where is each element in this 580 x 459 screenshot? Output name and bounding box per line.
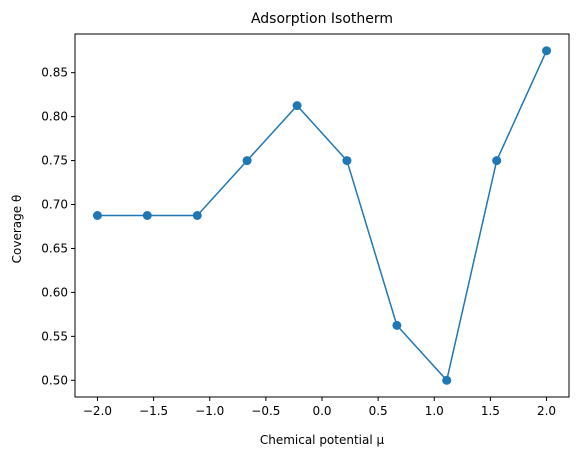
data-point <box>142 211 152 220</box>
y-tick-label: 0.80 <box>41 110 68 124</box>
data-point <box>192 211 202 220</box>
x-tick-label: −0.5 <box>251 404 280 418</box>
y-axis-title: Coverage θ <box>10 195 24 264</box>
x-tick-label: 0.0 <box>312 404 331 418</box>
x-tick-label: 0.5 <box>369 404 388 418</box>
y-tick-label: 0.75 <box>41 154 68 168</box>
x-tick-label: −1.5 <box>139 404 168 418</box>
x-tick-label: 1.0 <box>425 404 444 418</box>
data-point <box>542 46 552 56</box>
x-tick-label: 2.0 <box>537 404 556 418</box>
x-tick-label: −1.0 <box>195 404 224 418</box>
y-tick-label: 0.65 <box>41 241 68 255</box>
y-tick-label: 0.85 <box>41 66 68 80</box>
data-point <box>442 375 452 385</box>
data-point <box>92 211 102 220</box>
data-point <box>242 156 252 166</box>
y-tick-label: 0.50 <box>41 373 68 387</box>
y-tick-label: 0.60 <box>41 285 68 299</box>
y-tick-label: 0.70 <box>41 198 68 212</box>
y-tick-label: 0.55 <box>41 329 68 343</box>
chart-title: Adsorption Isotherm <box>251 11 393 27</box>
data-point <box>392 320 402 330</box>
plot-area <box>92 46 552 385</box>
x-axis: −2.0 −1.5 −1.0 −0.5 0.0 0.5 1.0 1.5 2.0 <box>83 397 556 418</box>
data-point <box>292 101 302 111</box>
data-point <box>342 156 352 166</box>
x-tick-label: −2.0 <box>83 404 112 418</box>
data-point <box>492 156 502 166</box>
series-line <box>97 50 548 382</box>
y-axis: 0.50 0.55 0.60 0.65 0.70 0.75 0.80 0.85 <box>41 66 75 387</box>
x-axis-title: Chemical potential μ <box>260 433 385 447</box>
x-tick-label: 1.5 <box>481 404 500 418</box>
